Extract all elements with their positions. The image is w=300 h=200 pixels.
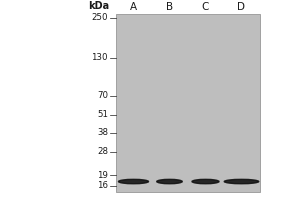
Text: A: A xyxy=(130,2,137,12)
Bar xyxy=(116,14,260,192)
Ellipse shape xyxy=(224,179,259,184)
Text: C: C xyxy=(202,2,209,12)
Text: 70: 70 xyxy=(97,91,108,100)
Ellipse shape xyxy=(118,179,148,184)
Text: B: B xyxy=(166,2,173,12)
Text: kDa: kDa xyxy=(88,1,110,11)
Text: 38: 38 xyxy=(97,128,108,137)
Text: 28: 28 xyxy=(97,147,108,156)
Text: 16: 16 xyxy=(97,181,108,190)
Text: 19: 19 xyxy=(97,171,108,180)
Text: 250: 250 xyxy=(92,13,108,22)
Text: D: D xyxy=(238,2,245,12)
Text: 51: 51 xyxy=(97,110,108,119)
Text: 130: 130 xyxy=(92,53,108,62)
Ellipse shape xyxy=(192,179,219,184)
Ellipse shape xyxy=(157,179,182,184)
